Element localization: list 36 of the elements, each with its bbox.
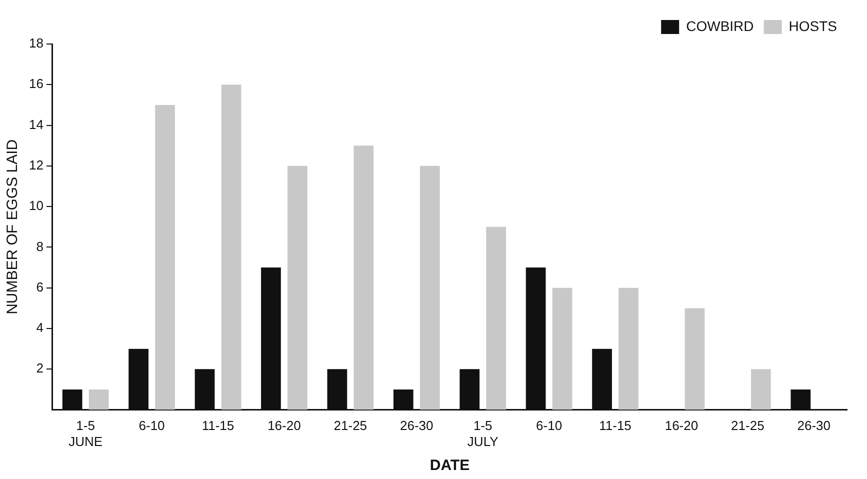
y-tick-label: 8 xyxy=(36,238,44,254)
x-tick-label: 6-10 xyxy=(536,418,562,434)
y-tick-label: 4 xyxy=(36,320,44,336)
y-axis-title: NUMBER OF EGGS LAID xyxy=(4,139,22,314)
x-tick-label: 21-25 xyxy=(334,418,368,434)
x-tick-label: 16-20 xyxy=(664,418,698,434)
bar xyxy=(354,146,374,410)
y-tick-label: 2 xyxy=(36,360,44,376)
legend-label: COWBIRD xyxy=(686,18,754,34)
bar xyxy=(486,226,506,410)
y-tick-label: 16 xyxy=(28,76,44,92)
y-tick-label: 12 xyxy=(28,158,44,173)
y-tick-label: 10 xyxy=(28,198,44,214)
y-tick-label: 6 xyxy=(36,279,44,294)
bar xyxy=(750,369,771,410)
x-tick-label: 6-10 xyxy=(138,418,165,434)
legend-label: HOSTS xyxy=(788,18,838,34)
bar xyxy=(88,389,109,410)
bar xyxy=(155,104,175,410)
bar xyxy=(221,84,242,410)
y-tick-label: 14 xyxy=(28,116,44,132)
x-tick-label: 11-15 xyxy=(599,418,632,434)
x-tick-label: 26-30 xyxy=(400,418,434,434)
x-tick-label: 16-20 xyxy=(268,418,301,434)
x-tick-label: 21-25 xyxy=(731,418,764,434)
bar xyxy=(618,288,638,410)
y-tick-label: 18 xyxy=(28,36,44,51)
x-tick-label: 11-15 xyxy=(202,418,234,434)
x-tick-label: 26-30 xyxy=(797,418,831,434)
bar xyxy=(420,166,440,410)
bar xyxy=(288,166,308,410)
x-tick-label: 1-5 JULY xyxy=(467,418,499,449)
bar xyxy=(684,308,705,410)
x-tick-label: 1-5 JUNE xyxy=(68,418,103,449)
x-axis-title: DATE xyxy=(430,457,470,474)
bar xyxy=(552,288,572,410)
